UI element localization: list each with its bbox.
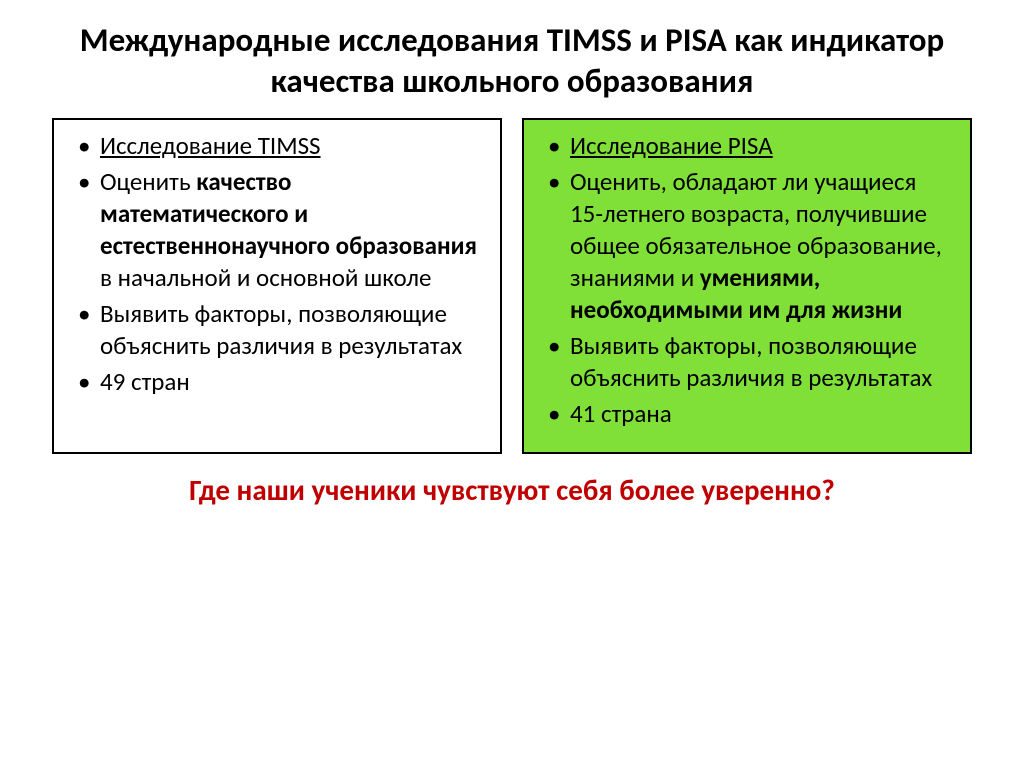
list-item: 49 стран [72, 366, 482, 398]
slide-title: Международные исследования TIMSS и PISA … [40, 20, 984, 103]
list-item: Исследование PISA [542, 130, 952, 162]
list-item: Выявить факторы, позволяющие объяснить р… [542, 330, 952, 394]
list-item: Оценить, обладают ли учащиеся 15-летнего… [542, 166, 952, 326]
left-panel-timss: Исследование TIMSS Оценить качество мате… [52, 118, 502, 454]
list-item: Исследование TIMSS [72, 130, 482, 162]
right-panel-pisa: Исследование PISA Оценить, обладают ли у… [522, 118, 972, 454]
footer-question: Где наши ученики чувствуют себя более ув… [40, 472, 984, 508]
two-column-layout: Исследование TIMSS Оценить качество мате… [40, 118, 984, 454]
pisa-list: Исследование PISA Оценить, обладают ли у… [542, 130, 952, 430]
list-item: 41 страна [542, 398, 952, 430]
list-item: Оценить качество математического и естес… [72, 166, 482, 294]
list-item: Выявить факторы, позволяющие объяснить р… [72, 298, 482, 362]
timss-list: Исследование TIMSS Оценить качество мате… [72, 130, 482, 398]
